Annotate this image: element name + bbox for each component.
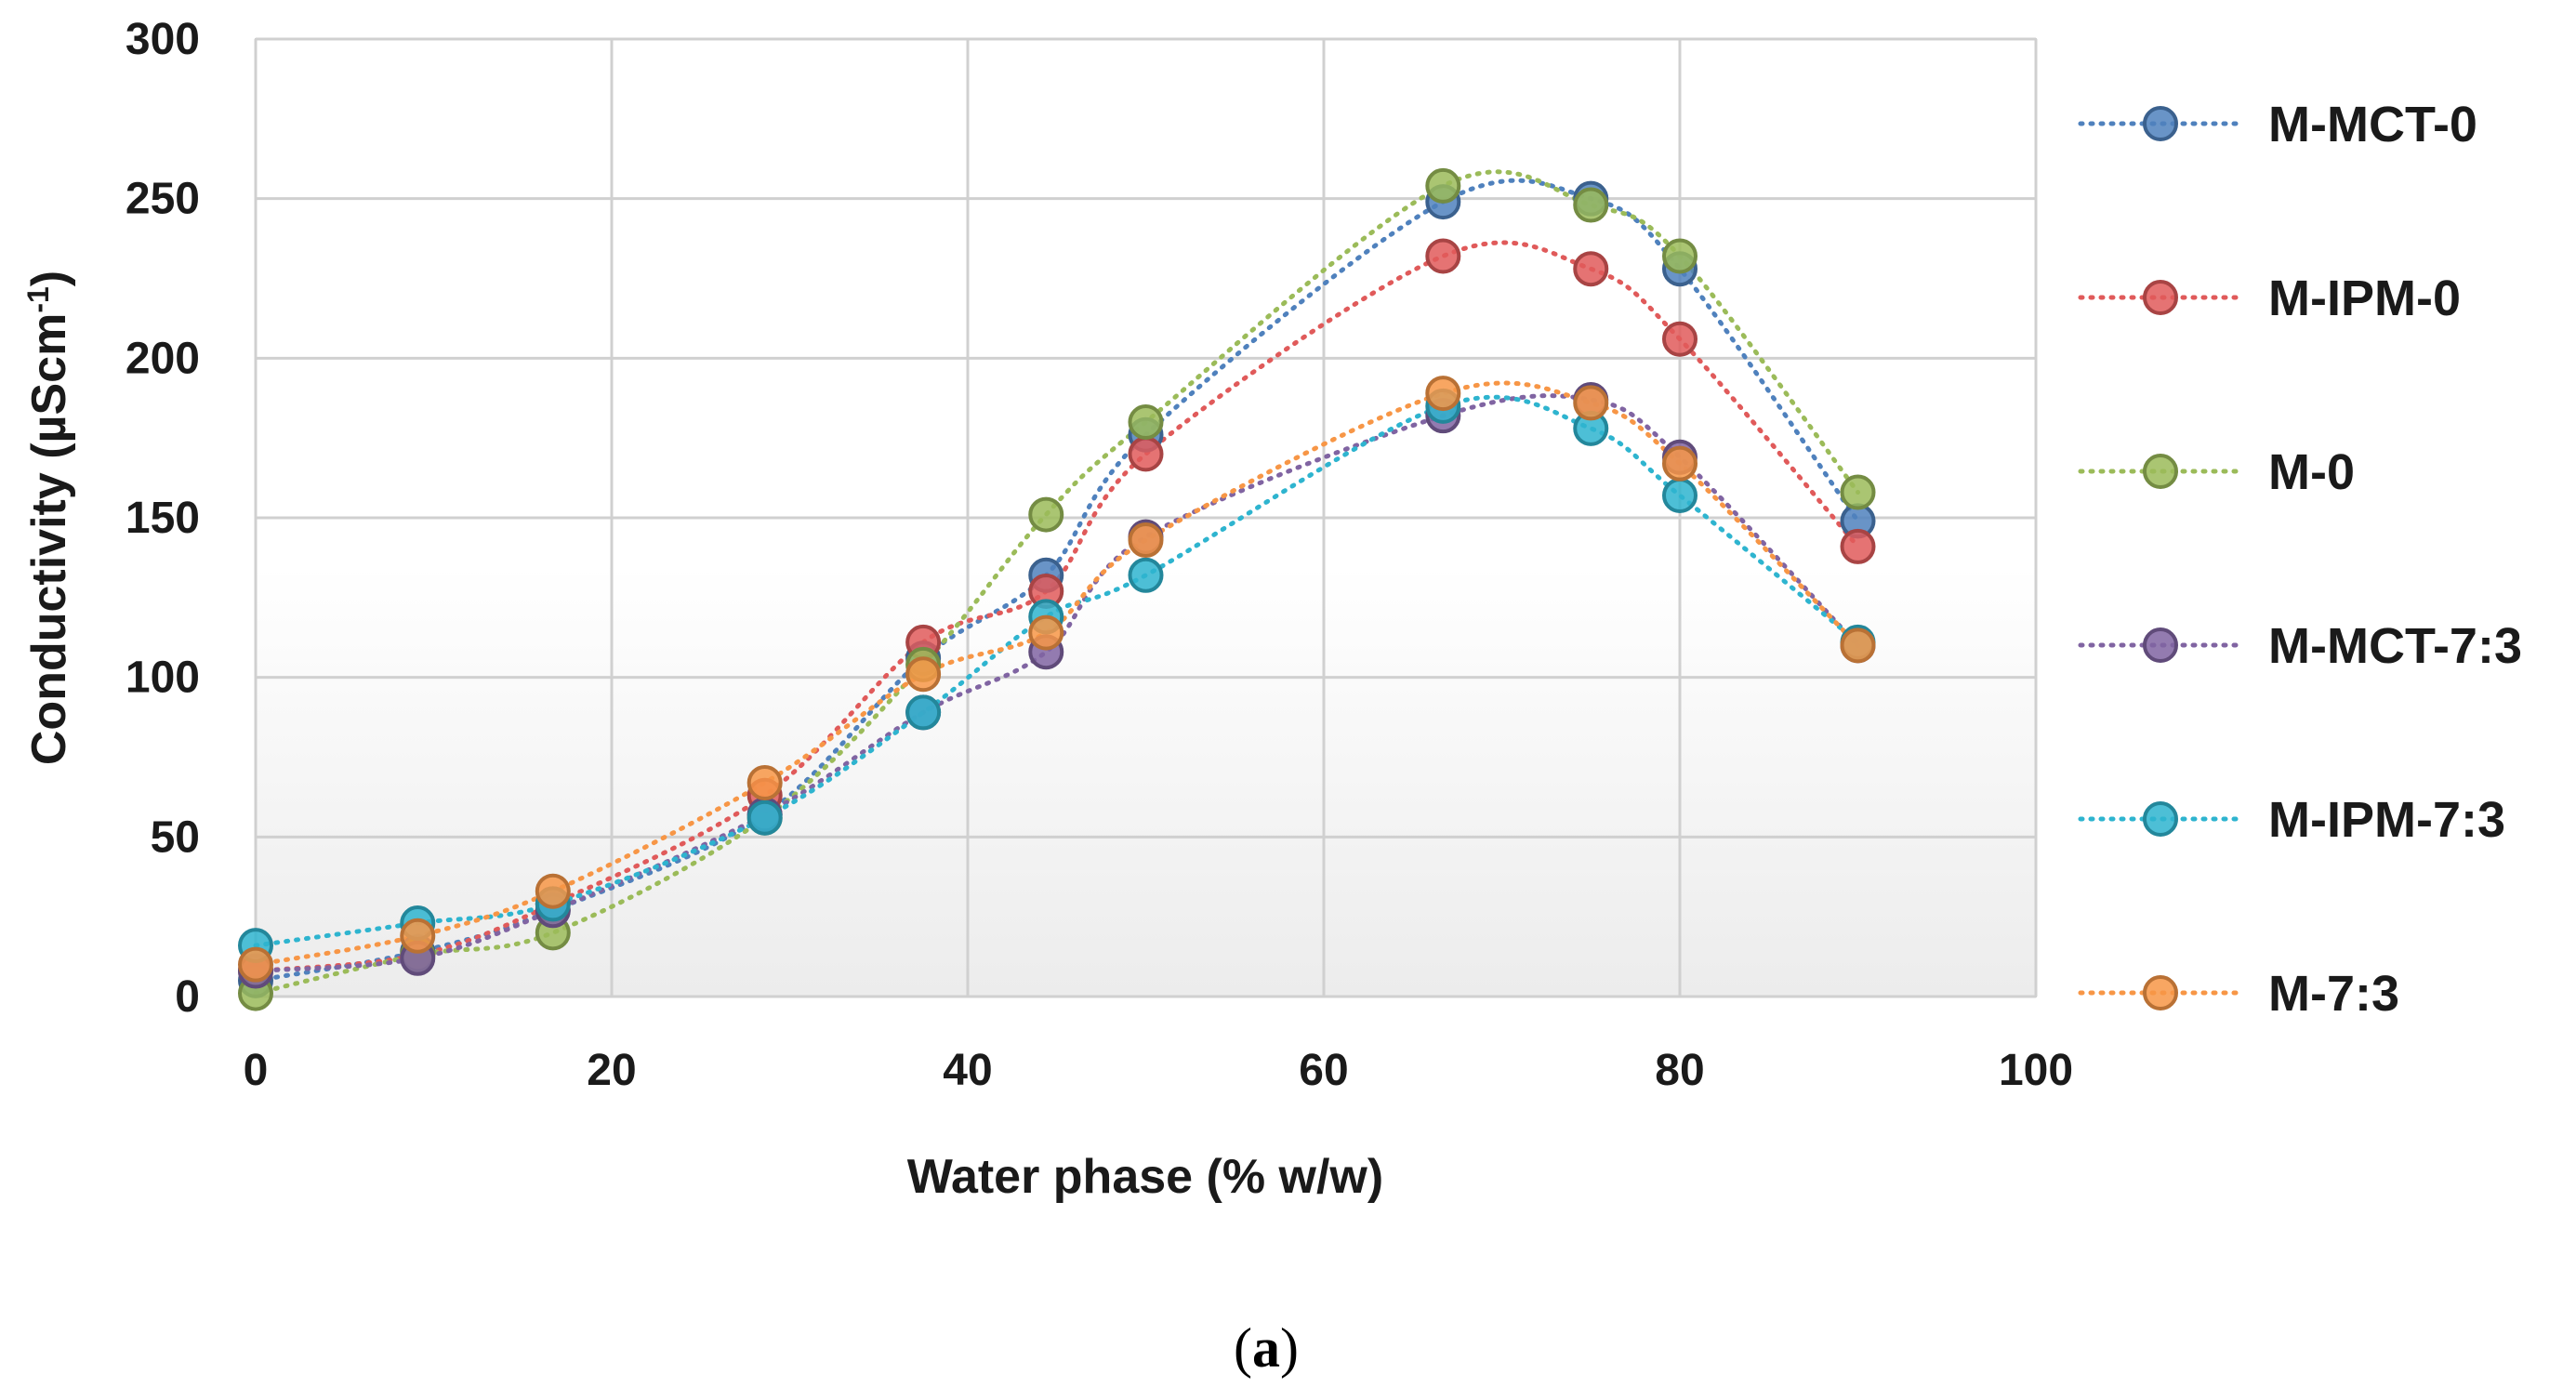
caption-letter: a: [1252, 1317, 1280, 1379]
y-tick-label: 100: [125, 654, 200, 703]
legend-label-m-7-3: M-7:3: [2268, 966, 2399, 1022]
legend-marker-m-ipm-0: [2143, 280, 2178, 315]
legend-item-m-mct-7-3: M-MCT-7:3: [2078, 618, 2522, 674]
legend-label-m-0: M-0: [2268, 444, 2355, 500]
x-tick-label: 40: [943, 1046, 992, 1095]
legend-item-m-ipm-7-3: M-IPM-7:3: [2078, 792, 2505, 848]
legend-item-m-ipm-0: M-IPM-0: [2078, 271, 2461, 326]
y-tick-label: 0: [175, 972, 200, 1022]
x-tick-label: 100: [1999, 1046, 2073, 1095]
data-point-m-7-3: [400, 918, 436, 954]
x-axis-title: Water phase (% w/w): [907, 1150, 1383, 1204]
data-point-m-ipm-0: [1128, 436, 1164, 472]
data-point-m-0: [1662, 238, 1698, 274]
data-point-m-0: [1028, 496, 1064, 533]
legend-marker-m-ipm-7-3: [2143, 801, 2178, 837]
series-line-m-mct-0: [253, 178, 1860, 984]
legend-label-m-ipm-7-3: M-IPM-7:3: [2268, 792, 2505, 848]
y-axis-title-close: ): [22, 271, 76, 286]
data-point-m-0: [1425, 167, 1461, 204]
data-point-m-ipm-7-3: [905, 694, 942, 731]
figure-caption: (a): [1234, 1317, 1299, 1379]
legend: M-MCT-0 M-IPM-0 M-0 M-MCT-7:3 M-IPM-7:3 M-7:3: [2078, 97, 2522, 1022]
x-axis-ticks: 0 20 40 60 80 100: [244, 1046, 2073, 1095]
legend-marker-m-7-3: [2143, 975, 2178, 1010]
data-point-m-7-3: [1425, 376, 1461, 412]
legend-item-m-mct-0: M-MCT-0: [2078, 97, 2477, 152]
y-axis-ticks: 0 50 100 150 200 250 300: [125, 15, 200, 1022]
x-tick-label: 60: [1299, 1046, 1348, 1095]
legend-label-m-mct-7-3: M-MCT-7:3: [2268, 618, 2522, 674]
x-tick-label: 20: [587, 1046, 636, 1095]
data-point-m-7-3: [905, 656, 942, 693]
caption-open: (: [1234, 1317, 1252, 1379]
legend-marker-m-mct-7-3: [2143, 627, 2178, 663]
y-axis-title: Conductivity (µScm-1): [21, 271, 76, 765]
data-point-m-ipm-0: [1662, 321, 1698, 357]
x-tick-label: 0: [244, 1046, 269, 1095]
data-point-m-7-3: [238, 946, 273, 983]
data-point-m-ipm-0: [1425, 238, 1461, 274]
data-point-m-ipm-7-3: [1128, 557, 1164, 593]
data-point-m-0: [1573, 187, 1609, 223]
caption-close: ): [1280, 1317, 1299, 1379]
data-point-m-ipm-0: [1840, 528, 1876, 564]
x-tick-label: 80: [1655, 1046, 1704, 1095]
legend-marker-m-mct-0: [2143, 106, 2178, 141]
y-tick-label: 300: [125, 15, 200, 64]
data-point-m-7-3: [746, 764, 783, 800]
legend-label-m-mct-0: M-MCT-0: [2268, 97, 2477, 152]
y-tick-label: 50: [151, 812, 200, 862]
data-point-m-ipm-7-3: [746, 799, 783, 836]
y-tick-label: 250: [125, 175, 200, 224]
data-point-m-7-3: [1028, 614, 1064, 651]
series-points: [238, 167, 1876, 1011]
y-axis-title-superscript: -1: [21, 286, 55, 312]
data-point-m-ipm-0: [1573, 251, 1609, 287]
data-point-m-7-3: [1840, 627, 1876, 664]
gridlines: [254, 37, 2038, 998]
y-tick-label: 200: [125, 334, 200, 383]
data-point-m-0: [1128, 404, 1164, 440]
legend-marker-m-0: [2143, 454, 2178, 489]
data-point-m-7-3: [1662, 445, 1698, 482]
data-point-m-7-3: [1573, 385, 1609, 421]
y-axis-title-main: Conductivity (µScm: [22, 313, 76, 765]
legend-label-m-ipm-0: M-IPM-0: [2268, 271, 2461, 326]
data-point-m-7-3: [535, 873, 571, 909]
data-point-m-0: [1840, 474, 1876, 510]
data-point-m-ipm-7-3: [1662, 477, 1698, 513]
legend-item-m-0: M-0: [2078, 444, 2355, 500]
legend-item-m-7-3: M-7:3: [2078, 966, 2399, 1022]
y-tick-label: 150: [125, 494, 200, 543]
data-point-m-7-3: [1128, 522, 1164, 559]
